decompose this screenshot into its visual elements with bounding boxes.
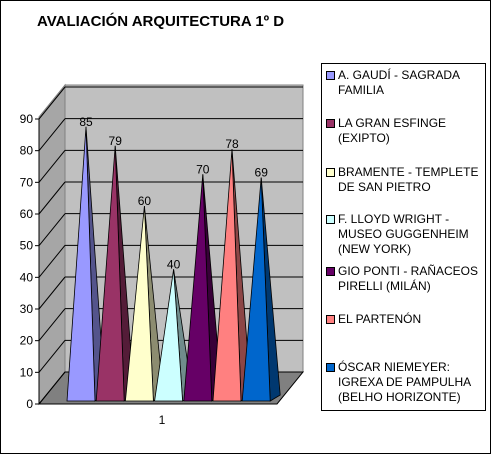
- legend-swatch: [326, 71, 335, 80]
- legend-swatch: [326, 215, 335, 224]
- gridline-side: [38, 181, 66, 215]
- y-tick-label: 30: [20, 302, 34, 316]
- legend-label: BRAMENTE - TEMPLETE DE SAN PIETRO: [338, 165, 479, 194]
- bar: [124, 205, 154, 402]
- data-label: 69: [255, 166, 269, 180]
- gridline-side: [38, 276, 66, 310]
- gridline-side: [38, 118, 66, 151]
- y-tick-label: 90: [20, 112, 34, 126]
- plot-area: 0 10 20 30 40 50 60 70 80 90 1 85 79 60 40 70 78 69: [20, 83, 305, 427]
- legend-swatch: [326, 267, 335, 276]
- y-tick-label: 0: [26, 397, 33, 411]
- legend-label: ÓSCAR NIEMEYER: IGREXA DE PAMPULHA (BELH…: [338, 360, 471, 404]
- bar: [241, 177, 271, 402]
- gridline-side: [38, 308, 66, 341]
- legend-swatch: [326, 363, 335, 372]
- bar: [154, 269, 184, 402]
- legend-swatch: [326, 168, 335, 177]
- gridline-side: [38, 371, 66, 405]
- y-tick-label: 50: [20, 239, 34, 253]
- legend-label: GIO PONTI - RAÑACEOS PIRELLI (MILÁN): [338, 264, 479, 293]
- legend-label: A. GAUDÍ - SAGRADA FAMILIA: [338, 68, 460, 97]
- gridline-side: [38, 245, 66, 278]
- data-label: 78: [225, 137, 239, 151]
- legend-label: F. LLOYD WRIGHT - MUSEO GUGGENHEIM (NEW …: [338, 212, 469, 256]
- x-tick-label: 1: [159, 413, 166, 427]
- gridline-side: [38, 213, 66, 246]
- gridline-side: [38, 86, 66, 120]
- legend-swatch: [326, 119, 335, 128]
- chart-title: AVALIACIÓN ARQUITECTURA 1º D: [37, 13, 285, 30]
- bar: [66, 126, 96, 402]
- y-tick-label: 10: [20, 365, 34, 379]
- data-label: 85: [79, 115, 93, 129]
- gridline-side: [38, 150, 66, 183]
- y-tick-label: 40: [20, 270, 34, 284]
- y-tick-label: 80: [20, 144, 34, 158]
- bar: [212, 148, 242, 402]
- y-tick-label: 20: [20, 334, 34, 348]
- bar: [95, 145, 125, 402]
- data-label: 70: [196, 162, 210, 176]
- legend-swatch: [326, 315, 335, 324]
- data-label: 40: [167, 257, 181, 271]
- data-label: 60: [138, 194, 152, 208]
- legend: A. GAUDÍ - SAGRADA FAMILIA LA GRAN ESFING…: [321, 63, 486, 411]
- legend-label: LA GRAN ESFINGE (EXIPTO): [338, 116, 447, 145]
- gridline-side: [38, 340, 66, 373]
- y-tick-label: 70: [20, 175, 34, 189]
- y-tick-label: 60: [20, 207, 34, 221]
- legend-label: EL PARTENÓN: [338, 312, 422, 326]
- bar: [183, 174, 213, 402]
- data-label: 79: [109, 134, 123, 148]
